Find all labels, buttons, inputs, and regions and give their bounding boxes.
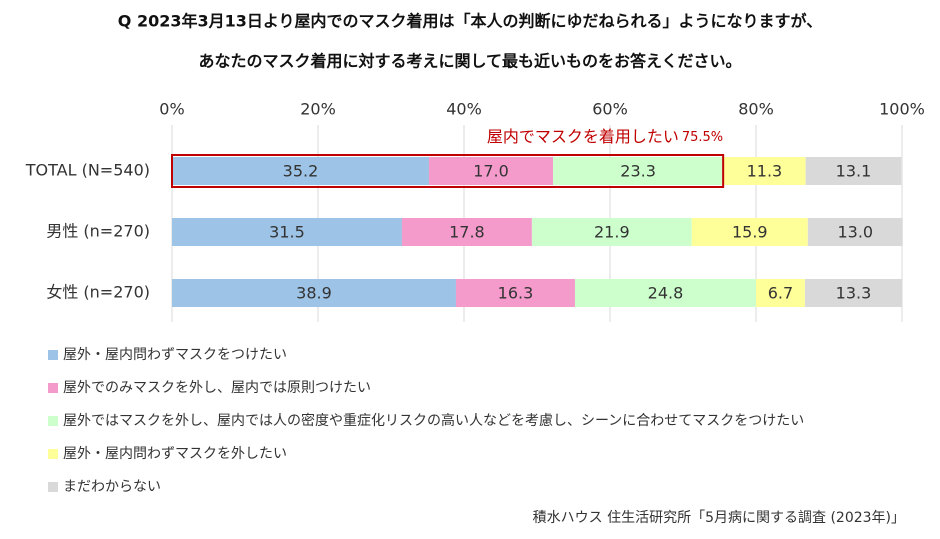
legend-swatch (48, 383, 58, 393)
data-label: 35.2 (283, 162, 319, 181)
bar-segment (691, 218, 808, 246)
bar-segment (172, 157, 429, 185)
x-tick-label: 20% (300, 100, 336, 119)
bar-segment (756, 279, 805, 307)
bar-segment (723, 157, 806, 185)
bar-segment (807, 218, 903, 246)
y-tick-label: 男性 (n=270) (46, 222, 150, 241)
data-label: 13.3 (836, 284, 872, 303)
highlight-box (171, 154, 725, 188)
y-tick-label: TOTAL (N=540) (25, 161, 150, 180)
legend-label: 屋外・屋内問わずマスクを外したい (63, 446, 287, 462)
data-label: 11.3 (747, 162, 783, 181)
data-label: 17.0 (473, 162, 509, 181)
annotation: 屋内でマスクを着用したい 75.5% (487, 127, 723, 146)
bar-segment (531, 218, 692, 246)
x-tick-label: 80% (738, 100, 774, 119)
legend-swatch (48, 482, 58, 492)
data-label: 31.5 (269, 223, 305, 242)
legend-label: 屋外・屋内問わずマスクをつけたい (63, 347, 287, 363)
legend-label: 屋外でのみマスクを外し、屋内では原則つけたい (63, 380, 371, 396)
legend-swatch (48, 350, 58, 360)
legend-label: まだわからない (63, 479, 161, 495)
y-tick-label: 女性 (n=270) (46, 283, 150, 302)
data-label: 13.0 (837, 223, 873, 242)
legend-label: 屋外ではマスクを外し、屋内では人の密度や重症化リスクの高い人などを考慮し、シーン… (63, 412, 804, 429)
legend-swatch (48, 416, 58, 426)
bar-segment (401, 218, 532, 246)
data-label: 16.3 (498, 284, 534, 303)
data-label: 23.3 (620, 162, 656, 181)
bar-segment (172, 218, 402, 246)
bar-segment (428, 157, 554, 185)
legend-swatch (48, 449, 58, 459)
chart-title: Q 2023年3月13日より屋内でのマスク着用は「本人の判断にゆだねられる」よう… (118, 12, 822, 31)
x-tick-label: 60% (592, 100, 628, 119)
bar-segment (804, 279, 902, 307)
data-label: 13.1 (836, 162, 872, 181)
bar-segment (455, 279, 575, 307)
x-tick-label: 40% (446, 100, 482, 119)
chart-title: あなたのマスク着用に対する考えに関して最も近いものをお答えください。 (198, 52, 741, 71)
data-label: 21.9 (594, 223, 630, 242)
annotation-value: 75.5% (682, 130, 723, 145)
data-label: 38.9 (296, 284, 332, 303)
x-tick-label: 100% (879, 100, 925, 119)
data-label: 6.7 (768, 284, 793, 303)
bar-segment (805, 157, 902, 185)
bar-segment (574, 279, 756, 307)
source: 積水ハウス 住生活研究所「5月病に関する調査 (2023年)」 (533, 510, 905, 526)
bar-segment (553, 157, 724, 185)
bar-segment (172, 279, 456, 307)
x-tick-label: 0% (159, 100, 184, 119)
data-label: 15.9 (732, 223, 768, 242)
data-label: 24.8 (648, 284, 684, 303)
data-label: 17.8 (449, 223, 485, 242)
annotation-text: 屋内でマスクを着用したい (487, 127, 679, 146)
